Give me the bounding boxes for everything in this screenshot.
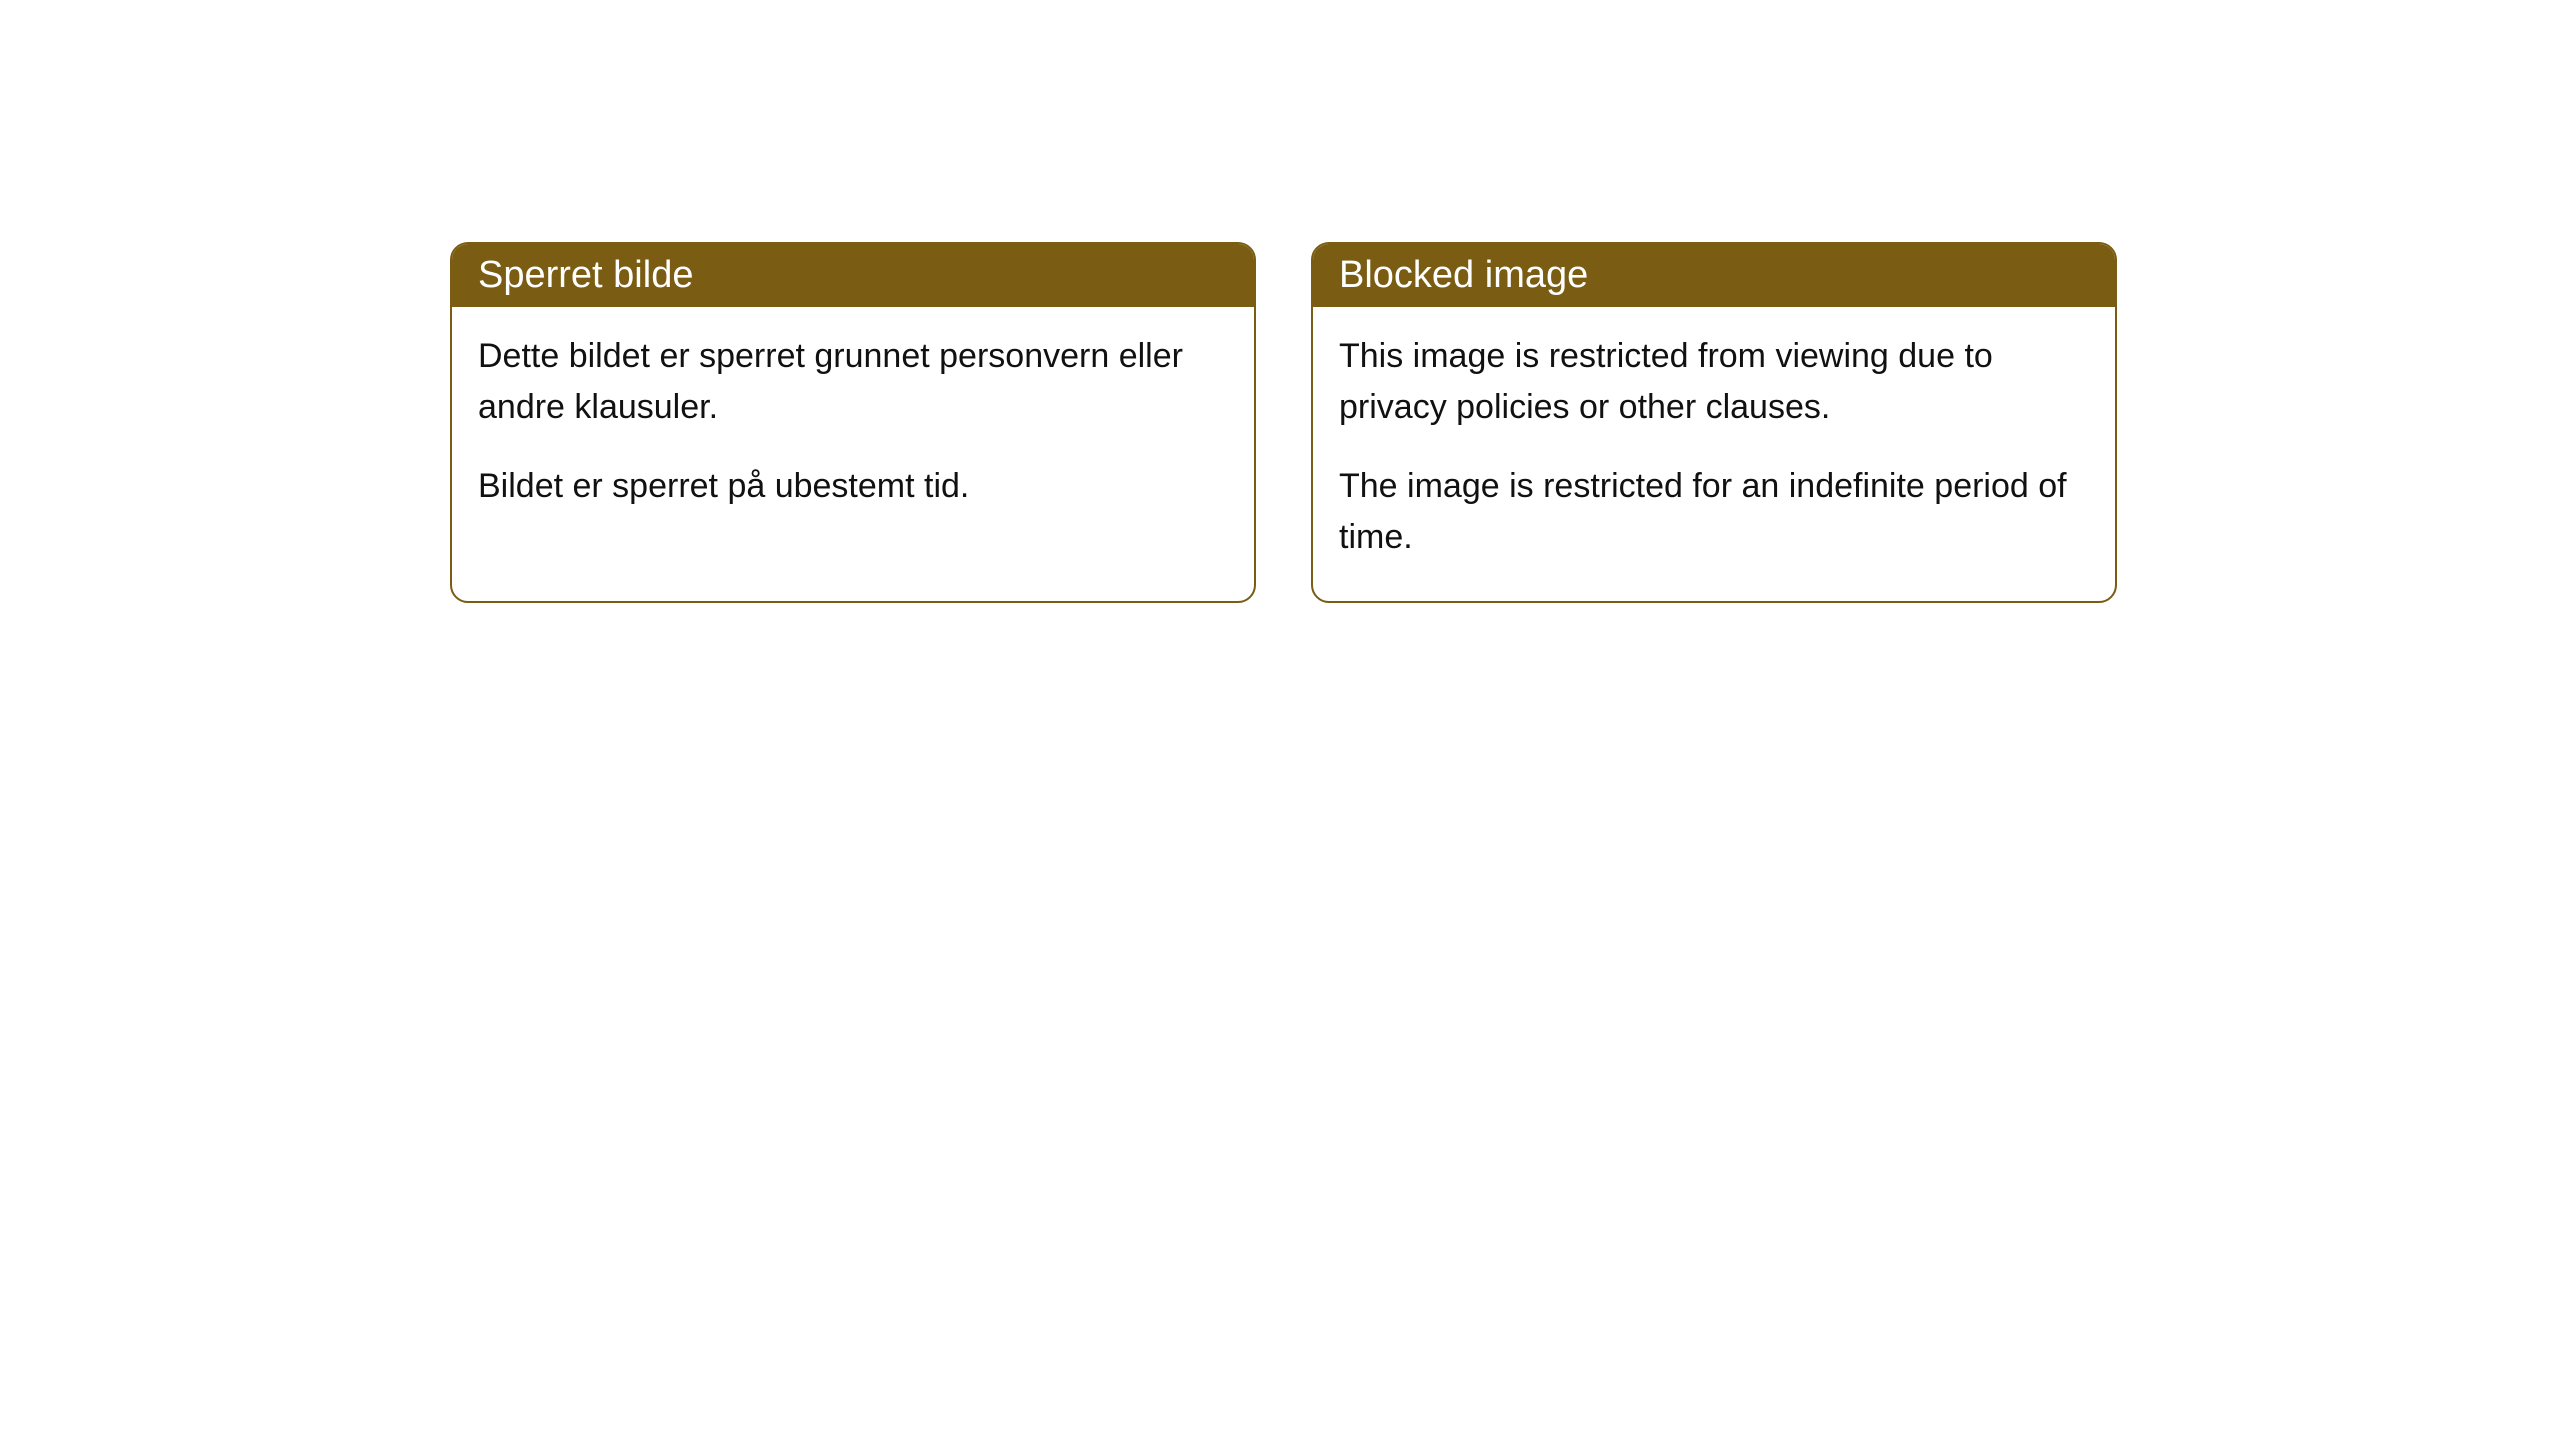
card-body: This image is restricted from viewing du… (1313, 307, 2115, 601)
notice-card-container: Sperret bilde Dette bildet er sperret gr… (450, 242, 2117, 603)
card-header: Sperret bilde (452, 244, 1254, 307)
card-title: Blocked image (1339, 254, 1588, 296)
card-header: Blocked image (1313, 244, 2115, 307)
card-body: Dette bildet er sperret grunnet personve… (452, 307, 1254, 550)
card-title: Sperret bilde (478, 254, 693, 296)
notice-card-english: Blocked image This image is restricted f… (1311, 242, 2117, 603)
notice-card-norwegian: Sperret bilde Dette bildet er sperret gr… (450, 242, 1256, 603)
card-paragraph: The image is restricted for an indefinit… (1339, 461, 2089, 563)
card-paragraph: Bildet er sperret på ubestemt tid. (478, 461, 1228, 512)
card-paragraph: This image is restricted from viewing du… (1339, 331, 2089, 433)
card-paragraph: Dette bildet er sperret grunnet personve… (478, 331, 1228, 433)
